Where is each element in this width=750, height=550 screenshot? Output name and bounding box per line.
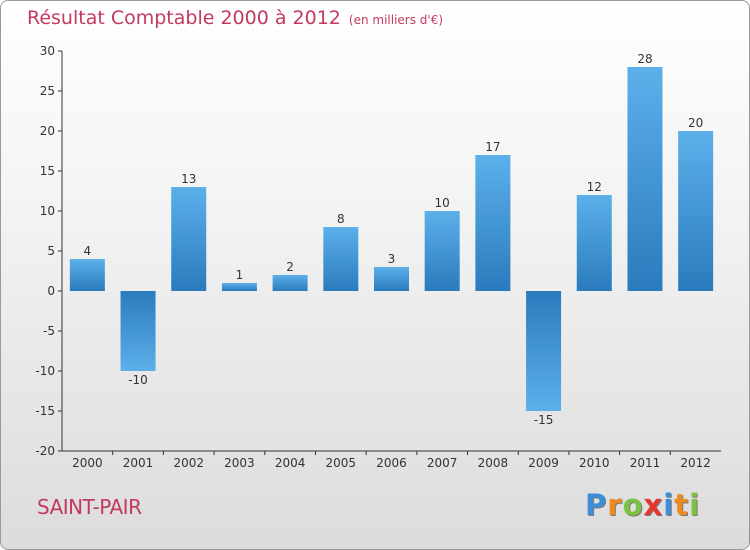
bar [69,259,105,291]
chart-unit: (en milliers d'€) [348,13,444,27]
data-label: -10 [128,373,148,387]
data-label: 20 [688,116,703,130]
data-label: -15 [534,413,554,427]
x-tick-label: 2000 [72,456,103,470]
data-label: 1 [236,268,244,282]
chart-title-text: Résultat Comptable 2000 à 2012 [27,7,341,29]
data-label: 3 [388,252,396,266]
logo-letter: o [622,488,644,522]
x-tick-label: 2004 [275,456,306,470]
bar [678,131,714,291]
x-tick-label: 2002 [173,456,204,470]
y-tick-label: -20 [35,444,55,458]
chart-title: Résultat Comptable 2000 à 2012 (en millie… [27,7,443,29]
y-tick-label: 30 [40,44,55,58]
x-tick-label: 2012 [680,456,711,470]
logo-letter: i [663,488,675,522]
x-tick-label: 2011 [630,456,661,470]
y-tick-label: -5 [43,324,55,338]
bar [424,211,460,291]
commune-name: SAINT-PAIR [37,495,142,519]
data-label: 8 [337,212,345,226]
logo-letter: x [643,488,664,522]
y-tick-label: -10 [35,364,55,378]
y-tick-label: -15 [35,404,55,418]
logo-letter: t [674,488,690,522]
y-tick-label: 10 [40,204,55,218]
bar [475,155,511,291]
y-tick-label: 0 [47,284,55,298]
x-tick-label: 2010 [579,456,610,470]
bars [69,67,714,411]
bar [576,195,612,291]
y-tick-label: 15 [40,164,55,178]
x-tick-label: 2008 [478,456,509,470]
bar [171,187,207,291]
proxiti-logo: Proxiti [585,488,700,522]
data-label: 17 [485,140,500,154]
bar [221,283,257,291]
bar [526,291,562,411]
x-tick-label: 2006 [376,456,407,470]
data-label: 2 [286,260,294,274]
axes: 30 25 20 15 10 5 0 -5 -10 -15 -20 2000 2001 2002 2003 2… [35,44,721,470]
x-tick-label: 2003 [224,456,255,470]
x-tick-label: 2007 [427,456,458,470]
bar [374,267,409,291]
x-tick-label: 2009 [528,456,559,470]
data-label: 13 [181,172,196,186]
data-label: 12 [587,180,602,194]
y-tick-label: 5 [47,244,55,258]
logo-letter: r [607,488,623,522]
x-tick-label: 2005 [326,456,357,470]
y-tick-label: 25 [40,84,55,98]
logo-letter: P [585,488,608,522]
bar [272,275,308,291]
y-tick-label: 20 [40,124,55,138]
data-label: 28 [637,52,652,66]
x-tick-label: 2001 [123,456,154,470]
bar [120,291,156,371]
data-label: 4 [84,244,92,258]
bar [627,67,663,291]
bar [323,227,359,291]
logo-letter: i [689,488,701,522]
data-label: 10 [435,196,450,210]
